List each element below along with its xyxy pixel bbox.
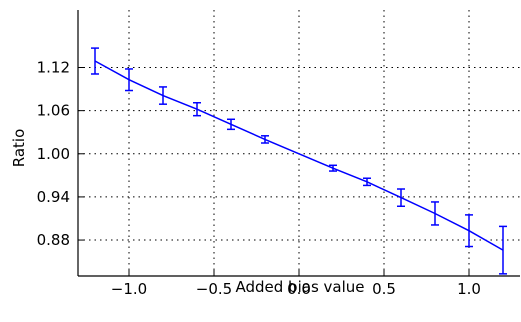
error-bar	[125, 68, 133, 92]
y-tick-label: 1.00	[37, 145, 70, 163]
y-tick-label: 1.12	[37, 59, 70, 77]
data-series	[91, 47, 507, 275]
x-tick-label: 0.0	[287, 280, 311, 298]
y-tick-label: 1.06	[37, 102, 70, 120]
error-bar	[193, 101, 201, 117]
error-bar	[329, 164, 337, 172]
x-tick-label: 1.0	[457, 280, 481, 298]
error-bar	[261, 135, 269, 144]
y-tick-label: 0.88	[37, 231, 70, 249]
y-tick-label: 0.94	[37, 188, 70, 206]
y-axis-label: Ratio	[10, 129, 28, 168]
series-line	[94, 60, 504, 251]
error-bar	[227, 118, 235, 131]
x-axis-label: Added bias value	[236, 278, 365, 296]
error-bar	[363, 177, 371, 187]
x-tick-label: 0.5	[372, 280, 396, 298]
x-tick-label: −0.5	[196, 280, 232, 298]
x-tick-label: −1.0	[111, 280, 147, 298]
error-bar	[91, 47, 99, 75]
error-bar	[499, 225, 507, 275]
error-bar	[397, 188, 405, 208]
grid	[78, 10, 520, 276]
error-bar	[159, 86, 167, 105]
axes: −1.0 −0.5 0.0 0.5 1.0 0.88 0.94 1.00 1.06 1.12	[37, 10, 520, 298]
error-bar	[465, 214, 473, 248]
error-bar	[431, 201, 439, 226]
